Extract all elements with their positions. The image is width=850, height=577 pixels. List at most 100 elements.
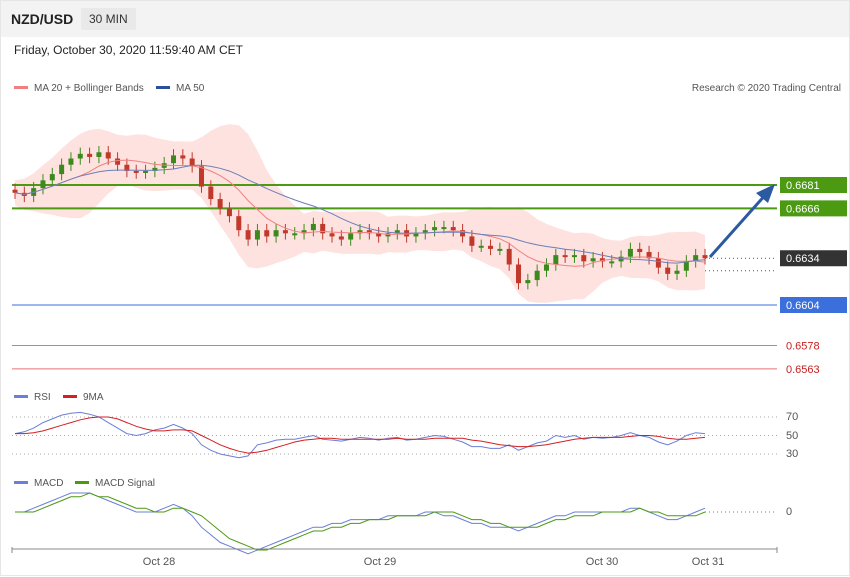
signal-legend-label: MACD Signal (95, 478, 155, 489)
rsi-tick-50: 50 (786, 430, 798, 442)
candle-body (245, 230, 251, 240)
level-label-bg-3 (780, 297, 847, 313)
bollinger-band-area (15, 124, 705, 303)
signal-legend-swatch (75, 481, 89, 484)
candle-body (543, 264, 549, 271)
candle-body (432, 227, 438, 231)
candle-body (320, 223, 326, 234)
candle-body (637, 248, 643, 253)
candle-body (115, 158, 121, 165)
candle-body (693, 255, 699, 262)
candle-body (338, 236, 344, 240)
candle-body (87, 153, 93, 157)
candle-body (581, 255, 587, 262)
rsi-panel (12, 411, 777, 459)
candle-body (609, 261, 615, 264)
candle-body (105, 152, 111, 159)
candle-body (525, 280, 531, 284)
credit-label: Research © 2020 Trading Central (692, 83, 841, 94)
pair-title: NZD/USD (11, 11, 74, 27)
candle-body (571, 255, 577, 258)
ma9-legend-label: 9MA (83, 392, 104, 403)
ma50-legend-label: MA 50 (176, 83, 205, 94)
header-bar (1, 1, 849, 37)
candle-body (534, 270, 540, 281)
candle-body (627, 248, 633, 257)
candle-body (124, 164, 130, 171)
candle-body (516, 264, 522, 284)
forecast-arrow (708, 192, 769, 258)
x-tick-oct28: Oct 28 (143, 556, 175, 568)
candle-body (590, 258, 596, 262)
rsi-tick-30: 30 (786, 448, 798, 460)
candle-body (152, 167, 158, 171)
candle-body (217, 199, 223, 209)
ma20-legend-swatch (14, 86, 28, 89)
candle-body (674, 270, 680, 274)
candle-body (506, 248, 512, 265)
candle-body (254, 230, 260, 240)
timestamp: Friday, October 30, 2020 11:59:40 AM CET (14, 43, 244, 57)
candle-body (357, 230, 363, 234)
candle-body (133, 170, 139, 173)
candle-body (497, 248, 503, 251)
candle-body (96, 152, 102, 157)
macd-tick-0: 0 (786, 506, 792, 518)
level-label-2: 0.6634 (786, 253, 820, 265)
level-label-3: 0.6604 (786, 300, 820, 312)
ma50-line (14, 164, 706, 264)
candle-body (562, 255, 568, 258)
level-labels: 0.6681 0.6666 0.6634 0.6604 0.6578 0.6563 (780, 177, 847, 376)
candle-body (77, 153, 83, 159)
candle-body (366, 230, 372, 234)
candle-body (683, 261, 689, 271)
candle-body (413, 233, 419, 237)
x-tick-oct31: Oct 31 (692, 556, 724, 568)
candle-body (40, 180, 46, 189)
candle-body (469, 236, 475, 246)
level-label-bg-1 (780, 200, 847, 217)
candle-body (12, 189, 18, 193)
rsi-legend-label: RSI (34, 392, 51, 403)
macd-signal-line (15, 492, 706, 551)
candle-body (143, 170, 149, 173)
candle-body (236, 216, 242, 231)
candle-body (441, 227, 447, 230)
candle-body (646, 252, 652, 259)
level-label-0: 0.6681 (786, 180, 820, 192)
candle-body (450, 227, 456, 231)
macd-legend-label: MACD (34, 478, 63, 489)
forecast-arrow-head (756, 184, 775, 203)
bollinger-band (15, 124, 705, 303)
macd-line (15, 492, 706, 555)
candle-body (282, 230, 288, 234)
candle-body (226, 208, 232, 217)
x-tick-oct29: Oct 29 (364, 556, 396, 568)
x-tick-oct30: Oct 30 (586, 556, 618, 568)
timeframe-badge[interactable]: 30 MIN (81, 8, 136, 30)
candle-body (273, 230, 279, 237)
level-label-bg-0 (780, 177, 847, 193)
ma9-legend-swatch (63, 395, 77, 398)
ma20-line (14, 159, 706, 267)
level-label-5: 0.6563 (786, 364, 820, 376)
candle-body (301, 230, 307, 234)
macd-panel (15, 492, 777, 555)
ma50-legend-swatch (156, 86, 170, 89)
candles (12, 146, 708, 290)
candle-body (68, 158, 74, 165)
candle-body (264, 230, 270, 237)
level-label-4: 0.6578 (786, 341, 820, 353)
candle-body (189, 158, 195, 167)
level-label-1: 0.6666 (786, 203, 820, 215)
candle-body (599, 258, 605, 262)
moving-averages (14, 159, 706, 267)
candle-body (665, 267, 671, 274)
ma20-legend-label: MA 20 + Bollinger Bands (34, 83, 144, 94)
candle-body (171, 155, 177, 164)
candle-body (180, 155, 186, 159)
candle-body (422, 230, 428, 234)
candle-body (49, 174, 55, 181)
